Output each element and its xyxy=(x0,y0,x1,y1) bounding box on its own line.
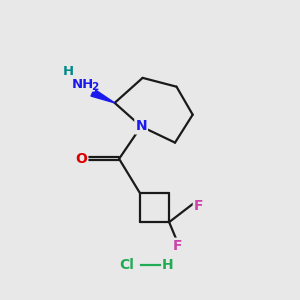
Text: O: O xyxy=(76,152,87,166)
Text: NH: NH xyxy=(72,78,94,91)
Text: Cl: Cl xyxy=(119,258,134,272)
Text: N: N xyxy=(135,119,147,134)
Text: 2: 2 xyxy=(91,82,99,92)
Polygon shape xyxy=(91,89,115,103)
Text: F: F xyxy=(194,199,203,213)
Text: F: F xyxy=(173,239,183,253)
Text: H: H xyxy=(162,258,173,272)
Text: H: H xyxy=(63,65,74,78)
